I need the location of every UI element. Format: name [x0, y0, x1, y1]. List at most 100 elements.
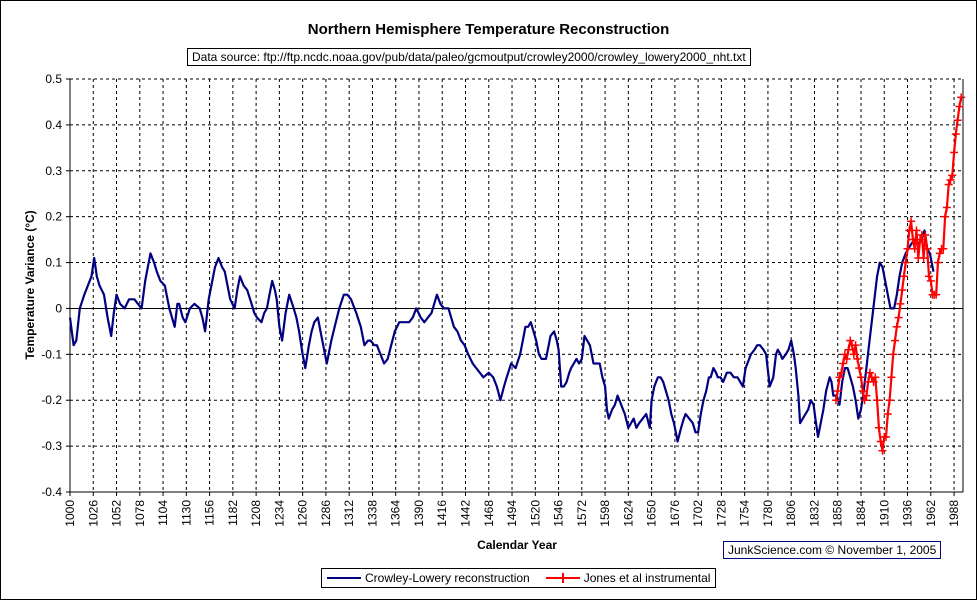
data-point-plus-marker	[955, 102, 964, 111]
data-point-plus-marker	[912, 226, 921, 235]
x-tick-label: 1234	[272, 500, 286, 527]
data-point-plus-marker	[923, 244, 932, 253]
data-point-plus-marker	[899, 272, 908, 281]
data-point-plus-marker	[840, 350, 849, 359]
x-tick-label: 1624	[621, 500, 635, 527]
data-point-plus-marker	[874, 423, 883, 432]
data-source-box: Data source: ftp://ftp.ncdc.noaa.gov/pub…	[187, 48, 751, 66]
legend-label-instrumental: Jones et al instrumental	[583, 571, 711, 585]
data-point-plus-marker	[890, 336, 899, 345]
x-tick-label: 1442	[458, 500, 472, 527]
x-tick-label: 1286	[319, 500, 333, 527]
data-point-plus-marker	[941, 212, 950, 221]
data-point-plus-marker	[865, 368, 874, 377]
series-layer	[68, 93, 966, 455]
y-tick-label: -0.4	[41, 485, 62, 499]
x-tick-label: 1078	[133, 500, 147, 527]
x-tick-label: 1702	[691, 500, 705, 527]
data-point-plus-marker	[887, 373, 896, 382]
data-point-plus-marker	[856, 373, 865, 382]
x-tick-label: 1130	[179, 500, 193, 526]
data-point-plus-marker	[860, 396, 869, 405]
data-point-plus-marker	[831, 396, 840, 405]
y-tick-label: -0.3	[41, 439, 62, 453]
data-point-plus-marker	[896, 299, 905, 308]
x-tick-label: 1520	[528, 500, 542, 527]
data-point-plus-marker	[946, 175, 955, 184]
x-tick-label: 1052	[110, 500, 124, 527]
data-point-plus-marker	[878, 446, 887, 455]
y-tick-label: -0.2	[41, 393, 62, 407]
data-point-plus-marker	[919, 253, 928, 262]
y-tick-label: 0.3	[45, 164, 62, 178]
gridlines	[70, 78, 963, 492]
data-point-plus-marker	[948, 171, 957, 180]
data-point-plus-marker	[907, 217, 916, 226]
data-point-plus-marker	[853, 354, 862, 363]
x-tick-label: 1364	[389, 500, 403, 527]
x-tick-label: 1884	[854, 500, 868, 527]
data-point-plus-marker	[951, 130, 960, 139]
y-axis-label: Temperature Variance (°C)	[23, 210, 37, 359]
data-point-plus-marker	[851, 341, 860, 350]
data-point-plus-marker	[882, 432, 891, 441]
data-point-plus-marker	[839, 359, 848, 368]
x-tick-label: 1416	[435, 500, 449, 527]
data-point-plus-marker	[903, 244, 912, 253]
x-tick-label: 1390	[412, 500, 426, 527]
data-point-plus-marker	[942, 203, 951, 212]
x-tick-label: 1494	[505, 500, 519, 527]
data-point-plus-marker	[935, 249, 944, 258]
x-tick-label: 1182	[226, 500, 240, 526]
x-tick-label: 1546	[552, 500, 566, 527]
data-point-plus-marker	[916, 235, 925, 244]
data-point-plus-marker	[885, 396, 894, 405]
data-point-plus-marker	[950, 148, 959, 157]
data-point-plus-marker	[905, 226, 914, 235]
legend-label-reconstruction: Crowley-Lowery reconstruction	[365, 571, 530, 585]
data-point-plus-marker	[846, 336, 855, 345]
x-tick-label: 1962	[924, 500, 938, 527]
data-point-plus-marker	[842, 354, 851, 363]
x-tick-label: 1156	[203, 500, 217, 526]
x-tick-label: 1312	[342, 500, 356, 527]
data-point-plus-marker	[844, 345, 853, 354]
y-tick-label: 0.4	[45, 118, 62, 132]
legend-swatch-blue-line-icon	[327, 571, 361, 585]
data-point-plus-marker	[910, 244, 919, 253]
x-tick-label: 1780	[761, 500, 775, 527]
data-point-plus-marker	[953, 116, 962, 125]
x-tick-label: 1910	[877, 500, 891, 527]
data-point-plus-marker	[944, 180, 953, 189]
data-point-plus-marker	[898, 286, 907, 295]
x-tick-label: 1000	[63, 500, 77, 527]
data-point-plus-marker	[862, 391, 871, 400]
x-tick-label: 1598	[598, 500, 612, 527]
data-point-plus-marker	[921, 231, 930, 240]
data-point-plus-marker	[901, 258, 910, 267]
data-point-plus-marker	[889, 350, 898, 359]
data-point-plus-marker	[873, 396, 882, 405]
y-tick-label: -0.1	[41, 347, 62, 361]
data-point-plus-marker	[924, 272, 933, 281]
x-tick-label: 1806	[784, 500, 798, 527]
data-point-plus-marker	[876, 437, 885, 446]
x-tick-label: 1832	[807, 500, 821, 527]
x-tick-label: 1026	[86, 500, 100, 527]
y-tick-label: 0	[55, 301, 62, 315]
x-tick-label: 1988	[947, 500, 961, 527]
data-point-plus-marker	[855, 364, 864, 373]
data-point-plus-marker	[933, 258, 942, 267]
data-point-plus-marker	[871, 373, 880, 382]
x-tick-label: 1650	[645, 500, 659, 527]
legend-swatch-red-plus-line-icon	[545, 571, 580, 585]
data-point-plus-marker	[883, 409, 892, 418]
x-tick-label: 1260	[296, 500, 310, 527]
data-point-plus-marker	[835, 373, 844, 382]
data-point-plus-marker	[869, 377, 878, 386]
x-tick-label: 1572	[575, 500, 589, 527]
data-point-plus-marker	[926, 276, 935, 285]
chart-title: Northern Hemisphere Temperature Reconstr…	[307, 21, 670, 38]
